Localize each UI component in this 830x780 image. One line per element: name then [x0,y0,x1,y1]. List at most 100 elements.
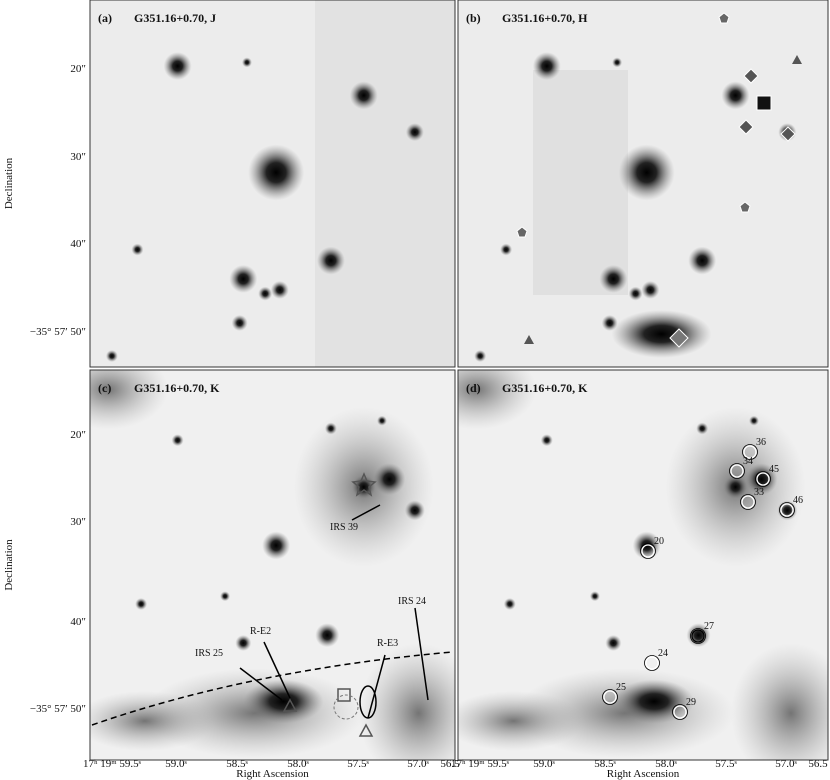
star [262,531,291,560]
y-axis-label: Declination [3,539,15,591]
triangle-marker [524,335,534,344]
star [229,264,258,293]
source-ring [602,689,618,705]
star [601,314,618,331]
source-circle [756,472,770,486]
bright-core [614,679,695,724]
x-tick-label: 58.0ˢ [287,758,309,770]
source-circle [780,503,794,517]
x-tick-label: 57.5ˢ [347,758,369,770]
y-tick-label: 20″ [70,63,86,75]
panel-title: G351.16+0.70, J [134,11,216,25]
source-ring [690,628,706,644]
square-marker [756,95,772,111]
panel-frame [457,369,829,761]
star [135,598,148,610]
source-circle [691,629,705,643]
star [721,81,750,110]
star-marker [351,472,377,497]
star [231,314,248,331]
dashed-circle [333,694,359,720]
star [373,463,406,496]
nebulosity [90,691,215,751]
star [605,635,622,651]
x-tick-label: 17ʰ 19ᵐ 59.5ˢ [83,758,142,770]
diamond-marker [743,68,759,84]
star [105,349,118,362]
source-ring [742,444,758,460]
nebulosity [458,370,537,430]
x-tick-label: 59.0ˢ [165,758,187,770]
y-tick-label: 40″ [70,616,86,628]
x-tick-label: 56.5 [808,758,828,770]
pointer-line [263,641,291,699]
star [405,123,424,142]
star [241,57,252,68]
mosaic-tile [533,70,628,295]
source-circle [603,690,617,704]
y-tick-label: 30″ [70,151,86,163]
star [641,280,660,299]
triangle-marker [792,55,802,64]
panel-title: G351.16+0.70, H [502,11,588,25]
annotation: R-E2 [250,626,271,637]
star [618,144,675,201]
star [131,243,144,256]
pointer-line [367,654,386,719]
square-marker [337,688,351,702]
x-tick-label: 58.0ˢ [655,758,677,770]
star [258,286,273,301]
nebulosity [458,691,584,751]
source-ring [779,502,795,518]
pentagon-marker [718,12,730,24]
y-tick-label: −35° 57′ 50″ [30,326,86,338]
pointer-line [351,504,381,521]
mosaic-tile [315,0,455,367]
panel-title: G351.16+0.70, K [134,381,220,395]
source-ring [644,655,660,671]
star [723,475,748,499]
bright-core [611,309,712,358]
panel [458,0,828,367]
y-tick-label: 40″ [70,238,86,250]
panel-frame [89,0,456,368]
nebulosity [90,370,169,430]
source-circle [741,495,755,509]
source-circle [743,445,757,459]
annotation: IRS 24 [398,596,426,607]
source-id: 29 [686,697,696,708]
y-tick-label: −35° 57′ 50″ [30,703,86,715]
panel [90,370,455,760]
nebulosity [731,643,828,760]
star [599,264,628,293]
star [500,243,513,256]
star [474,349,487,362]
diamond-marker [669,328,689,348]
star [270,280,289,299]
source-circle [645,656,659,670]
triangle-marker [358,723,374,737]
star [688,246,717,275]
star [351,475,376,499]
pentagon-marker [516,226,528,238]
y-tick-label: 30″ [70,516,86,528]
source-id: 20 [654,536,664,547]
source-id: 33 [754,487,764,498]
source-ring [729,463,745,479]
x-tick-label: 58.5ˢ [226,758,248,770]
star [349,81,378,110]
source-id: 34 [743,456,753,467]
x-tick-label: 17ʰ 19ᵐ 59.5ˢ [451,758,510,770]
source-ring [740,494,756,510]
source-circle [730,464,744,478]
triangle-marker [282,698,298,712]
panel-frame [89,369,456,761]
star [315,623,340,648]
source-id: 45 [769,464,779,475]
panel-label: (d) [466,381,481,395]
panel [90,0,455,367]
y-axis-label: Declination [3,157,15,209]
bright-core [243,679,324,724]
star [589,591,600,602]
